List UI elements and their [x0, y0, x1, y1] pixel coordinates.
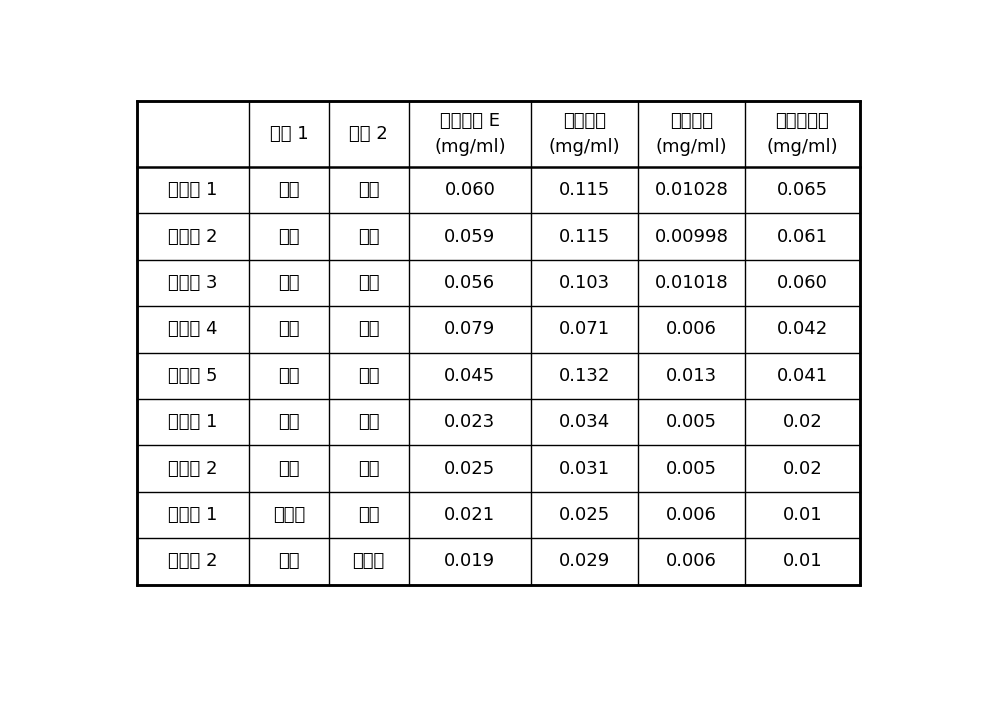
- Text: 五味子醇甲: 五味子醇甲: [775, 112, 829, 130]
- Text: 0.006: 0.006: [666, 506, 717, 524]
- Text: 0.103: 0.103: [559, 274, 610, 292]
- Text: 刺五加苷 E: 刺五加苷 E: [440, 112, 500, 130]
- Text: 0.034: 0.034: [559, 413, 610, 431]
- Text: 实施例 5: 实施例 5: [168, 367, 218, 385]
- Text: 0.01: 0.01: [783, 506, 822, 524]
- Text: 合格: 合格: [278, 228, 300, 245]
- Text: 0.005: 0.005: [666, 413, 717, 431]
- Text: 0.041: 0.041: [777, 367, 828, 385]
- Text: 合格: 合格: [278, 320, 300, 338]
- Text: 0.056: 0.056: [444, 274, 495, 292]
- Text: 0.042: 0.042: [777, 320, 828, 338]
- Text: 合格: 合格: [358, 367, 379, 385]
- Text: 合格: 合格: [278, 552, 300, 571]
- Text: 0.00998: 0.00998: [655, 228, 728, 245]
- Text: 0.059: 0.059: [444, 228, 495, 245]
- Text: 0.021: 0.021: [444, 506, 495, 524]
- Text: 0.065: 0.065: [777, 182, 828, 199]
- Text: 0.060: 0.060: [444, 182, 495, 199]
- Text: 鉴别 2: 鉴别 2: [349, 125, 388, 143]
- Text: 0.031: 0.031: [559, 460, 610, 478]
- Text: 0.02: 0.02: [782, 460, 822, 478]
- Text: 合格: 合格: [358, 460, 379, 478]
- Text: 不合格: 不合格: [273, 506, 305, 524]
- Text: 0.071: 0.071: [559, 320, 610, 338]
- Text: 0.01028: 0.01028: [655, 182, 728, 199]
- Text: 0.013: 0.013: [666, 367, 717, 385]
- Text: 0.061: 0.061: [777, 228, 828, 245]
- Text: 合格: 合格: [358, 320, 379, 338]
- Text: (mg/ml): (mg/ml): [767, 139, 838, 157]
- Text: 对比例 1: 对比例 1: [168, 506, 218, 524]
- Text: 0.025: 0.025: [559, 506, 610, 524]
- Text: 合格: 合格: [278, 413, 300, 431]
- Text: 0.02: 0.02: [782, 413, 822, 431]
- Text: 0.025: 0.025: [444, 460, 495, 478]
- Text: 0.115: 0.115: [559, 182, 610, 199]
- Text: 0.005: 0.005: [666, 460, 717, 478]
- Bar: [137, 101, 860, 584]
- Text: 紫丁香苷: 紫丁香苷: [563, 112, 606, 130]
- Text: 对比例 2: 对比例 2: [168, 552, 218, 571]
- Text: 0.029: 0.029: [559, 552, 610, 571]
- Text: 市售品 1: 市售品 1: [168, 413, 218, 431]
- Text: 合格: 合格: [278, 182, 300, 199]
- Text: 市售品 2: 市售品 2: [168, 460, 218, 478]
- Text: 实施例 4: 实施例 4: [168, 320, 218, 338]
- Text: 实施例 2: 实施例 2: [168, 228, 218, 245]
- Text: 0.01: 0.01: [783, 552, 822, 571]
- Text: (mg/ml): (mg/ml): [656, 139, 727, 157]
- Text: 0.019: 0.019: [444, 552, 495, 571]
- Text: 异嘌皮啶: 异嘌皮啶: [670, 112, 713, 130]
- Text: 0.060: 0.060: [777, 274, 828, 292]
- Text: 不合格: 不合格: [353, 552, 385, 571]
- Text: 合格: 合格: [278, 460, 300, 478]
- Text: 0.01018: 0.01018: [655, 274, 728, 292]
- Text: 合格: 合格: [278, 367, 300, 385]
- Text: 0.023: 0.023: [444, 413, 495, 431]
- Text: 实施例 3: 实施例 3: [168, 274, 218, 292]
- Text: 合格: 合格: [278, 274, 300, 292]
- Text: 合格: 合格: [358, 182, 379, 199]
- Text: 0.132: 0.132: [559, 367, 610, 385]
- Text: 合格: 合格: [358, 274, 379, 292]
- Text: 合格: 合格: [358, 506, 379, 524]
- Text: 0.079: 0.079: [444, 320, 495, 338]
- Text: 0.006: 0.006: [666, 552, 717, 571]
- Text: (mg/ml): (mg/ml): [434, 139, 506, 157]
- Text: 0.115: 0.115: [559, 228, 610, 245]
- Text: 0.006: 0.006: [666, 320, 717, 338]
- Text: 0.045: 0.045: [444, 367, 495, 385]
- Text: 鉴别 1: 鉴别 1: [270, 125, 308, 143]
- Text: 实施例 1: 实施例 1: [168, 182, 218, 199]
- Text: 合格: 合格: [358, 413, 379, 431]
- Text: 合格: 合格: [358, 228, 379, 245]
- Text: (mg/ml): (mg/ml): [549, 139, 620, 157]
